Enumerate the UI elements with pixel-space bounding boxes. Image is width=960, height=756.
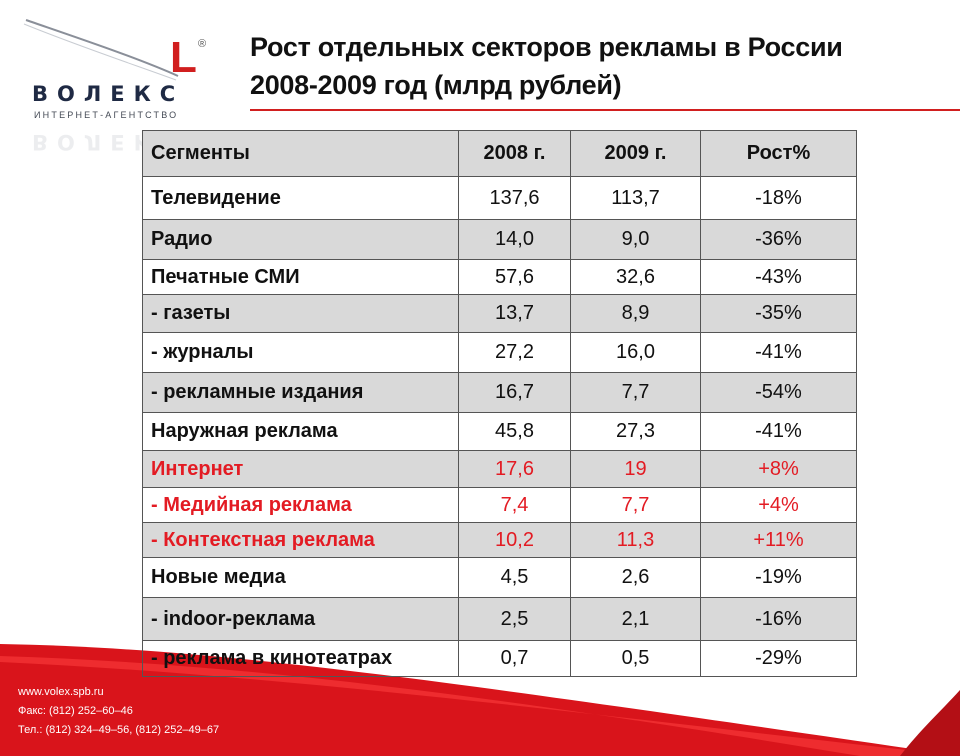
footer-fax: Факс: (812) 252–60–46 [18,705,133,717]
table-row: Новые медиа 4,5 2,6 -19% [142,557,857,598]
segment-cell: - журналы [142,332,459,373]
logo-letter-l: L [170,33,197,82]
value-2009-cell: 27,3 [570,412,701,451]
growth-cell: -19% [700,557,857,598]
table-row: Наружная реклама 45,8 27,3 -41% [142,412,857,451]
table-row: Печатные СМИ 57,6 32,6 -43% [142,259,857,295]
growth-cell: -18% [700,176,857,220]
segment-cell: Интернет [142,450,459,488]
header-2008: 2008 г. [458,130,571,177]
value-2008-cell: 57,6 [458,259,571,295]
growth-cell: -54% [700,372,857,413]
value-2008-cell: 14,0 [458,219,571,260]
segment-cell: Телевидение [142,176,459,220]
slide-title: Рост отдельных секторов рекламы в России… [250,28,940,104]
segment-cell: - Медийная реклама [142,487,459,523]
value-2008-cell: 2,5 [458,597,571,641]
logo-tagline: ИНТЕРНЕТ-АГЕНТСТВО [34,110,179,120]
footer-phone: Тел.: (812) 324–49–56, (812) 252–49–67 [18,724,220,736]
value-2009-cell: 9,0 [570,219,701,260]
header-growth: Рост% [700,130,857,177]
ad-sectors-table: Сегменты 2008 г. 2009 г. Рост% Телевиден… [142,130,857,677]
footer-url-link[interactable]: www.volex.spb.ru [18,686,104,698]
table-row: Радио 14,0 9,0 -36% [142,219,857,260]
segment-cell: Радио [142,219,459,260]
value-2008-cell: 4,5 [458,557,571,598]
growth-cell: -35% [700,294,857,333]
title-line-1: Рост отдельных секторов рекламы в России [250,32,843,62]
value-2008-cell: 16,7 [458,372,571,413]
growth-cell: +4% [700,487,857,523]
table-row: - журналы 27,2 16,0 -41% [142,332,857,373]
logo-registered-mark: ® [198,38,207,50]
segment-cell: Новые медиа [142,557,459,598]
title-line-2: 2008-2009 год (млрд рублей) [250,70,622,100]
value-2008-cell: 10,2 [458,522,571,558]
growth-cell: -16% [700,597,857,641]
growth-cell: +8% [700,450,857,488]
segment-cell: - реклама в кинотеатрах [142,640,459,677]
growth-cell: +11% [700,522,857,558]
value-2009-cell: 7,7 [570,372,701,413]
value-2009-cell: 7,7 [570,487,701,523]
header-2009: 2009 г. [570,130,701,177]
table-row: - газеты 13,7 8,9 -35% [142,294,857,333]
logo-wordmark: ВОЛЕКС [32,82,185,106]
segment-cell: Печатные СМИ [142,259,459,295]
value-2008-cell: 45,8 [458,412,571,451]
growth-cell: -43% [700,259,857,295]
table-header-row: Сегменты 2008 г. 2009 г. Рост% [142,130,857,177]
company-logo: L ® ВОЛЕКС ИНТЕРНЕТ-АГЕНТСТВО ВОЛЕКС [18,18,218,158]
growth-cell: -41% [700,412,857,451]
value-2009-cell: 2,6 [570,557,701,598]
table-row: - Контекстная реклама 10,2 11,3 +11% [142,522,857,558]
value-2009-cell: 0,5 [570,640,701,677]
value-2009-cell: 19 [570,450,701,488]
value-2008-cell: 137,6 [458,176,571,220]
segment-cell: - Контекстная реклама [142,522,459,558]
value-2009-cell: 8,9 [570,294,701,333]
value-2008-cell: 17,6 [458,450,571,488]
footer-contacts: www.volex.spb.ru Факс: (812) 252–60–46 Т… [18,683,219,740]
segment-cell: - газеты [142,294,459,333]
value-2008-cell: 0,7 [458,640,571,677]
table-row: - Медийная реклама 7,4 7,7 +4% [142,487,857,523]
table-row: - рекламные издания 16,7 7,7 -54% [142,372,857,413]
title-divider [250,109,960,111]
growth-cell: -29% [700,640,857,677]
value-2008-cell: 27,2 [458,332,571,373]
header-segments: Сегменты [142,130,459,177]
value-2009-cell: 113,7 [570,176,701,220]
value-2008-cell: 13,7 [458,294,571,333]
table-row: Интернет 17,6 19 +8% [142,450,857,488]
value-2008-cell: 7,4 [458,487,571,523]
growth-cell: -36% [700,219,857,260]
table-row: Телевидение 137,6 113,7 -18% [142,176,857,220]
value-2009-cell: 2,1 [570,597,701,641]
segment-cell: - рекламные издания [142,372,459,413]
logo-swoosh-icon [23,19,179,81]
value-2009-cell: 16,0 [570,332,701,373]
segment-cell: Наружная реклама [142,412,459,451]
segment-cell: - indoor-реклама [142,597,459,641]
value-2009-cell: 32,6 [570,259,701,295]
growth-cell: -41% [700,332,857,373]
value-2009-cell: 11,3 [570,522,701,558]
table-row: - indoor-реклама 2,5 2,1 -16% [142,597,857,641]
table-row: - реклама в кинотеатрах 0,7 0,5 -29% [142,640,857,677]
